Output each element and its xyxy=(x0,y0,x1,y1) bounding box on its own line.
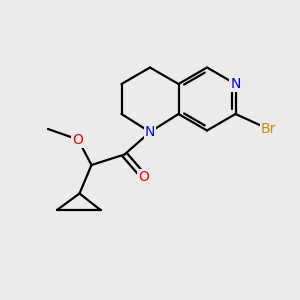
Text: O: O xyxy=(139,170,149,184)
Text: O: O xyxy=(73,133,83,146)
Text: N: N xyxy=(145,125,155,139)
Text: Br: Br xyxy=(261,122,276,136)
Text: N: N xyxy=(230,77,241,91)
